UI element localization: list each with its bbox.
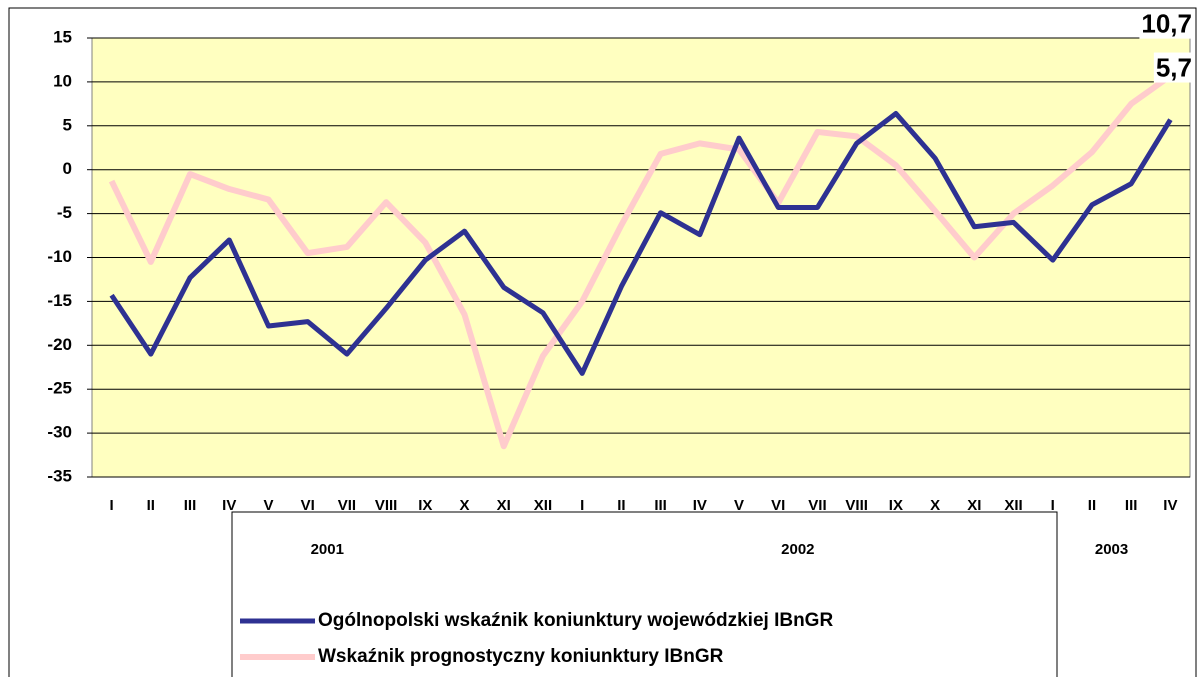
- x-tick-label: IV: [693, 497, 707, 514]
- year-label: 2002: [781, 541, 814, 558]
- x-tick-label: VIII: [845, 497, 868, 514]
- x-tick-label: II: [147, 497, 155, 514]
- x-tick-label: VI: [771, 497, 785, 514]
- y-tick-label: -30: [47, 423, 72, 442]
- year-label: 2001: [311, 541, 344, 558]
- x-tick-label: X: [460, 497, 470, 514]
- x-tick-label: XII: [1004, 497, 1022, 514]
- x-tick-label: XI: [497, 497, 511, 514]
- series-line: [109, 111, 1173, 376]
- legend: [231, 511, 1058, 677]
- y-tick-label: 15: [53, 27, 72, 46]
- x-tick-label: X: [930, 497, 940, 514]
- x-tick-label: IX: [889, 497, 903, 514]
- x-tick-label: II: [1088, 497, 1096, 514]
- y-tick-label: -5: [57, 203, 72, 222]
- x-tick-label: IV: [1163, 497, 1177, 514]
- y-tick-label: -20: [47, 335, 72, 354]
- x-tick-label: XI: [967, 497, 981, 514]
- y-tick-label: -10: [47, 247, 72, 266]
- x-tick-label: VII: [808, 497, 826, 514]
- x-tick-label: V: [263, 497, 273, 514]
- x-tick-label: I: [110, 497, 114, 514]
- legend-label: Ogólnopolski wskaźnik koniunktury wojewó…: [318, 610, 833, 631]
- x-tick-label: VIII: [375, 497, 398, 514]
- x-tick-label: VI: [301, 497, 315, 514]
- year-label: 2003: [1095, 541, 1128, 558]
- y-tick-label: -35: [47, 466, 72, 485]
- y-tick-label: 0: [63, 159, 72, 178]
- value-label: 5,7: [1156, 53, 1192, 83]
- x-tick-label: III: [654, 497, 667, 514]
- legend-label: Wskaźnik prognostyczny koniunktury IBnGR: [318, 646, 724, 667]
- y-tick-label: 5: [63, 115, 72, 134]
- x-tick-label: III: [184, 497, 197, 514]
- x-tick-label: I: [580, 497, 584, 514]
- x-tick-label: III: [1125, 497, 1138, 514]
- y-tick-label: -25: [47, 379, 72, 398]
- y-tick-label: -15: [47, 291, 72, 310]
- x-tick-label: VII: [338, 497, 356, 514]
- x-tick-label: IV: [222, 497, 236, 514]
- value-label-bg: [1153, 52, 1194, 83]
- y-tick-label: 10: [53, 71, 72, 90]
- x-tick-label: II: [617, 497, 625, 514]
- x-tick-label: V: [734, 497, 744, 514]
- x-tick-label: XII: [534, 497, 552, 514]
- x-tick-label: I: [1051, 497, 1055, 514]
- value-label-bg: [1139, 8, 1194, 39]
- value-label: 10,7: [1141, 9, 1192, 39]
- x-tick-label: IX: [418, 497, 432, 514]
- series-line: [108, 73, 1173, 450]
